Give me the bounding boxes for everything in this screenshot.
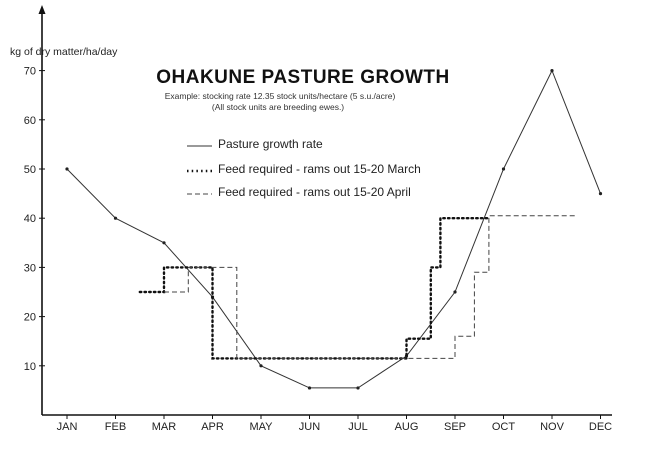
- x-tick-label-nov: NOV: [540, 421, 565, 433]
- y-tick-label-70: 70: [24, 66, 36, 78]
- data-point-pasture-growth-1: [113, 216, 118, 220]
- y-tick-label-60: 60: [24, 115, 36, 127]
- x-tick-label-aug: AUG: [395, 421, 419, 433]
- y-tick-label-30: 30: [24, 262, 36, 274]
- data-point-pasture-growth-4: [259, 364, 263, 368]
- axes: [38, 5, 612, 416]
- data-point-pasture-growth-8: [453, 290, 457, 294]
- x-ticks: JAN FEB MAR APR MAY JUN JUL AUG SEP OCT NOV DEC: [57, 415, 612, 433]
- x-tick-label-jan: JAN: [57, 421, 78, 433]
- legend-label-feed-april: Feed required - rams out 15-20 April: [218, 185, 411, 199]
- chart-title: OHAKUNE PASTURE GROWTH: [156, 67, 450, 88]
- y-tick-label-20: 20: [24, 312, 36, 324]
- chart-subtitle-line1: Example: stocking rate 12.35 stock units…: [165, 91, 396, 101]
- data-point-pasture-growth-0: [65, 167, 69, 171]
- series-layer: [65, 69, 603, 390]
- data-point-pasture-growth-2: [162, 241, 166, 245]
- data-point-pasture-growth-11: [598, 192, 603, 196]
- x-tick-label-oct: OCT: [492, 421, 516, 433]
- chart-subtitle-line2: (All stock units are breeding ewes.): [212, 102, 344, 112]
- x-tick-label-sep: SEP: [444, 421, 466, 433]
- x-tick-label-dec: DEC: [589, 421, 612, 433]
- legend-label-pasture-growth: Pasture growth rate: [218, 137, 323, 151]
- y-axis-label: kg of dry matter/ha/day: [10, 46, 118, 58]
- data-point-pasture-growth-5: [307, 386, 312, 390]
- legend-label-feed-march: Feed required - rams out 15-20 March: [218, 162, 421, 176]
- x-tick-label-mar: MAR: [152, 421, 177, 433]
- legend: Pasture growth rate Feed required - rams…: [187, 137, 421, 199]
- x-tick-label-jul: JUL: [348, 421, 368, 433]
- y-tick-label-10: 10: [24, 361, 36, 373]
- series-line-feed-march: [138, 216, 491, 360]
- y-axis-arrow: [38, 5, 46, 14]
- x-tick-label-feb: FEB: [105, 421, 126, 433]
- y-tick-label-40: 40: [24, 213, 36, 225]
- y-ticks: 10 20 30 40 50 60 70: [24, 66, 45, 373]
- x-tick-label-jun: JUN: [299, 421, 320, 433]
- series-line-pasture-growth: [66, 69, 601, 389]
- x-tick-label-may: MAY: [249, 421, 273, 433]
- data-point-pasture-growth-6: [356, 386, 360, 390]
- x-tick-label-apr: APR: [201, 421, 224, 433]
- y-tick-label-50: 50: [24, 164, 36, 176]
- series-line-feed-april: [164, 215, 577, 359]
- data-point-pasture-growth-10: [550, 69, 554, 73]
- data-point-pasture-growth-9: [501, 167, 506, 171]
